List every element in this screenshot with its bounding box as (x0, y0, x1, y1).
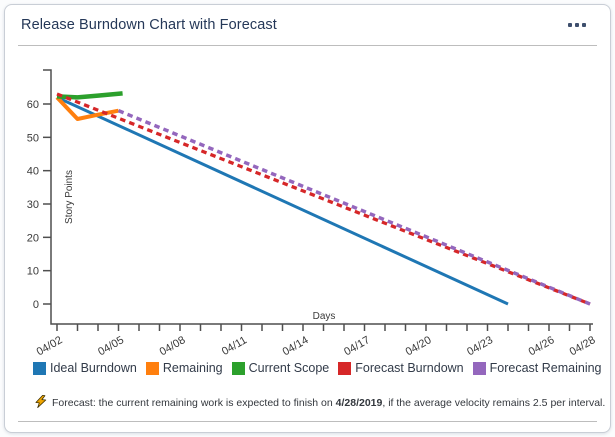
card-menu-button[interactable] (566, 19, 588, 31)
y-axis-title: Story Points (64, 170, 75, 224)
x-tick-label: 04/17 (342, 334, 372, 356)
x-tick-label: 04/14 (281, 334, 311, 356)
y-tick-label: 20 (27, 232, 39, 244)
legend-swatch-icon (145, 361, 159, 375)
forecast-text-before: Forecast: the current remaining work is … (52, 397, 336, 409)
legend-label: Current Scope (248, 361, 330, 375)
card-title: Release Burndown Chart with Forecast (21, 17, 277, 33)
legend-swatch-icon (472, 361, 486, 375)
x-tick-label: 04/11 (220, 334, 249, 356)
legend-item-current-scope: Current Scope (231, 361, 330, 375)
forecast-date: 4/28/2019 (335, 397, 383, 409)
legend-item-remaining: Remaining (145, 361, 223, 375)
chart-area: 0 10 20 30 40 50 60 04/02 04/05 04/08 04/11 04/14 04… (6, 54, 610, 358)
x-tick-label: 04/08 (158, 334, 188, 356)
y-tick-label: 40 (27, 166, 39, 178)
x-tick-label: 04/20 (404, 334, 434, 356)
y-tick-label: 60 (27, 99, 39, 111)
series-line-ideal-burndown (56, 95, 509, 306)
x-tick-label: 04/28 (568, 334, 598, 356)
forecast-note: Forecast: the current remaining work is … (5, 375, 610, 411)
legend-item-forecast-burndown: Forecast Burndown (338, 361, 464, 375)
legend-label: Ideal Burndown (50, 361, 137, 375)
series-line-remaining (55, 95, 119, 121)
header-divider (18, 45, 597, 46)
y-tick-label: 0 (33, 299, 39, 311)
x-tick-label: 04/26 (527, 334, 557, 356)
x-axis-title: Days (313, 311, 336, 322)
y-tick-label: 50 (27, 132, 39, 144)
legend-label: Forecast Remaining (489, 361, 602, 375)
lightning-bolt-icon (35, 395, 47, 411)
series-line-forecast-remaining (117, 109, 591, 306)
legend-label: Forecast Burndown (355, 361, 464, 375)
y-tick-label: 30 (27, 199, 39, 211)
x-tick-label: 04/23 (465, 334, 495, 356)
legend-item-forecast-remaining: Forecast Remaining (472, 361, 602, 375)
forecast-text: Forecast: the current remaining work is … (52, 397, 605, 409)
x-tick-label: 04/05 (96, 334, 126, 356)
legend-swatch-icon (33, 361, 46, 375)
legend-swatch-icon (338, 361, 352, 375)
legend-item-ideal-burndown: Ideal Burndown (33, 361, 137, 375)
x-tick-label: 04/02 (35, 334, 65, 356)
footer-divider (18, 421, 597, 422)
burndown-chart: 0 10 20 30 40 50 60 04/02 04/05 04/08 04/11 04/14 04… (27, 69, 598, 358)
axis-spines (43, 69, 593, 325)
ellipsis-icon (568, 23, 586, 27)
forecast-text-after: , if the average velocity remains 2.5 pe… (382, 397, 606, 409)
chart-legend: Ideal Burndown Remaining Current Scope Fore… (5, 356, 610, 375)
series-line-forecast-burndown (56, 92, 591, 306)
legend-label: Remaining (162, 361, 223, 375)
card-header: Release Burndown Chart with Forecast (5, 5, 610, 45)
legend-swatch-icon (231, 361, 245, 375)
y-tick-label: 10 (27, 266, 39, 278)
gadget-card: Release Burndown Chart with Forecast 0 10… (4, 4, 611, 433)
